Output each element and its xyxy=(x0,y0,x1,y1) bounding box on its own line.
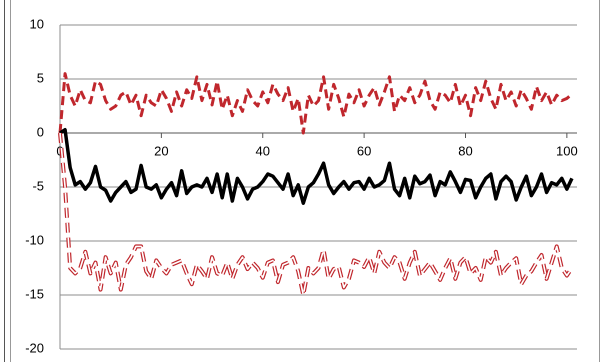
line-series-inner xyxy=(59,132,573,296)
x-tick-label: 80 xyxy=(458,143,472,158)
y-tick-label: 0 xyxy=(37,124,44,139)
x-tick-label: 100 xyxy=(556,143,578,158)
x-tick-label: 20 xyxy=(154,143,168,158)
y-tick-label: 10 xyxy=(30,16,44,31)
y-tick-label: -15 xyxy=(25,286,44,301)
y-tick-label: -5 xyxy=(32,178,44,193)
x-tick-label: 60 xyxy=(357,143,371,158)
line-series xyxy=(59,128,574,205)
y-tick-label: -10 xyxy=(25,232,44,247)
x-tick-label: 40 xyxy=(256,143,270,158)
y-tick-label: -20 xyxy=(25,340,44,355)
line-series xyxy=(58,72,573,135)
y-tick-label: 5 xyxy=(37,70,44,85)
